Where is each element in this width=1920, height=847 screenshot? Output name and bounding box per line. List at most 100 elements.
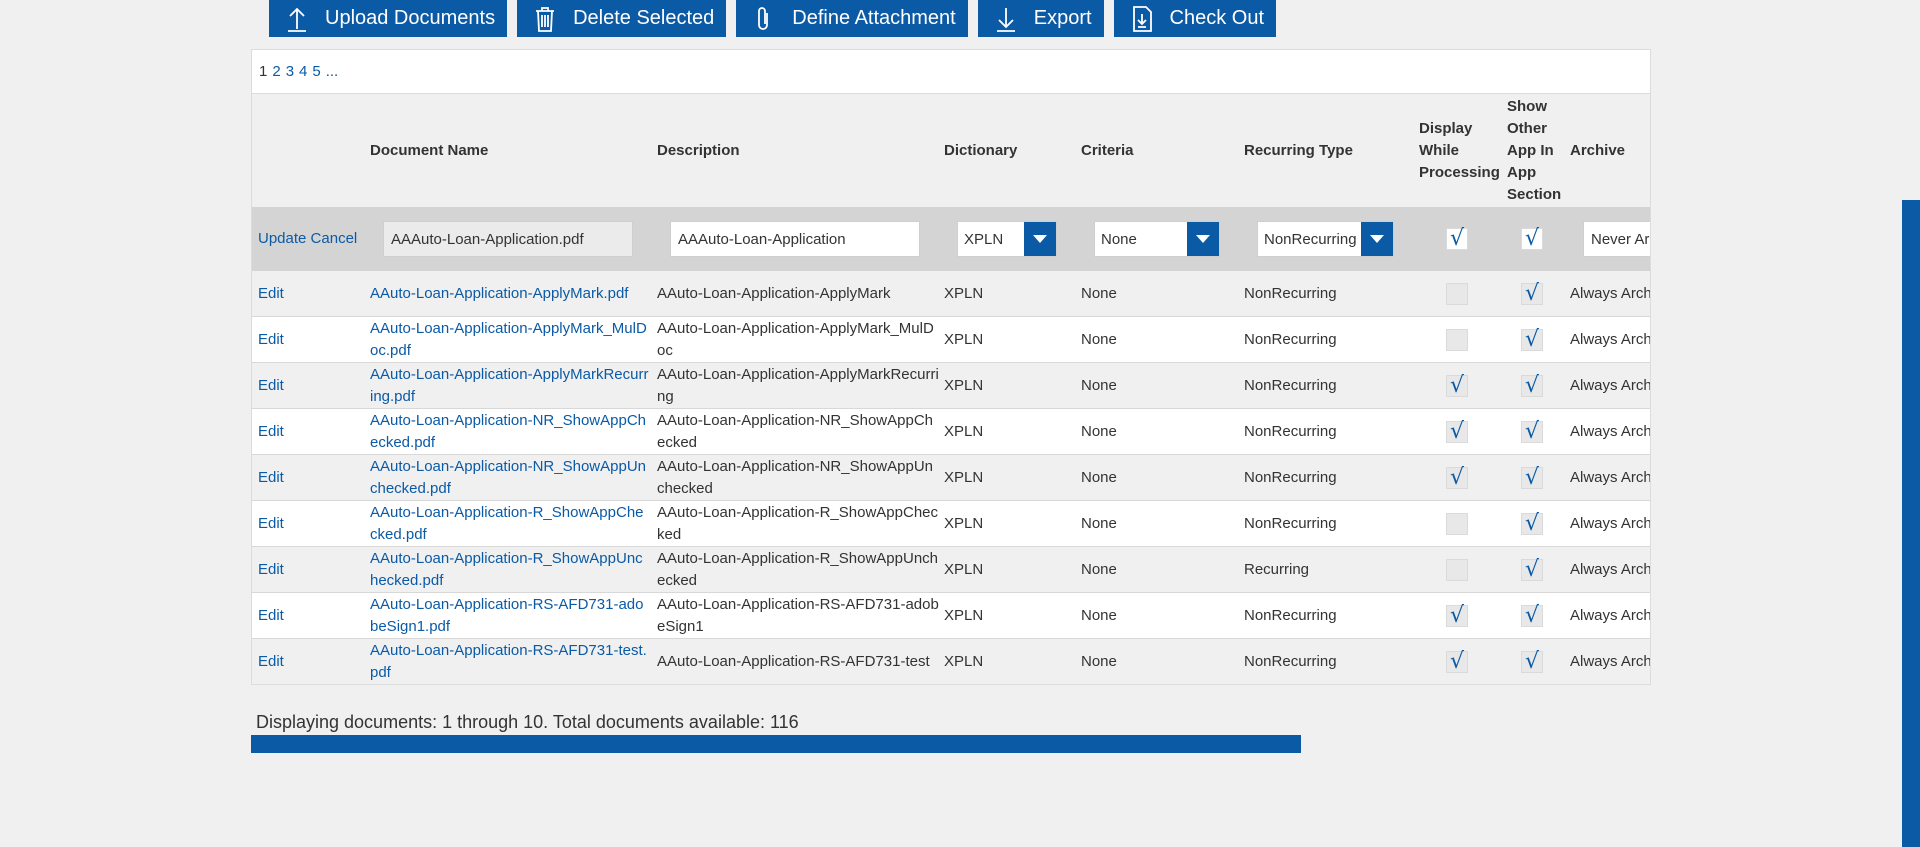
- edit-actions: Update Cancel: [258, 207, 357, 271]
- page-5-link[interactable]: 5: [312, 63, 321, 80]
- page-2-link[interactable]: 2: [272, 63, 281, 80]
- display-while-processing-checkbox[interactable]: [1446, 228, 1468, 250]
- archive-cell: Always Archive: [1570, 331, 1651, 348]
- header-dictionary[interactable]: Dictionary: [944, 141, 1018, 159]
- archive-cell: Always Archive: [1570, 607, 1651, 624]
- define-attachment-label: Define Attachment: [792, 7, 956, 29]
- criteria-select-value: None: [1101, 230, 1137, 248]
- upload-documents-label: Upload Documents: [325, 7, 496, 29]
- show-other-app-checkbox[interactable]: [1521, 228, 1543, 250]
- header-recurring-type[interactable]: Recurring Type: [1244, 141, 1353, 159]
- dictionary-select[interactable]: XPLN: [957, 221, 1057, 257]
- document-name-link[interactable]: AAuto-Loan-Application-R_ShowAppUnchecke…: [370, 550, 643, 589]
- horizontal-scrollbar[interactable]: [251, 735, 1301, 753]
- document-name-link[interactable]: AAuto-Loan-Application-ApplyMark_MulDoc.…: [370, 320, 647, 359]
- document-name-link[interactable]: AAuto-Loan-Application-ApplyMarkRecurrin…: [370, 366, 649, 405]
- page-1: 1: [259, 63, 268, 80]
- upload-documents-button[interactable]: Upload Documents: [269, 0, 508, 37]
- delete-selected-label: Delete Selected: [573, 7, 715, 29]
- document-name-link[interactable]: AAuto-Loan-Application-NR_ShowAppUncheck…: [370, 458, 646, 497]
- check-out-button[interactable]: Check Out: [1113, 0, 1277, 37]
- cancel-link[interactable]: Cancel: [310, 230, 358, 247]
- document-name-link[interactable]: AAuto-Loan-Application-RS-AFD731-adobeSi…: [370, 596, 644, 635]
- download-arrow-icon: [992, 5, 1020, 33]
- document-name-link[interactable]: AAuto-Loan-Application-R_ShowAppChecked.…: [370, 504, 644, 543]
- chevron-down-icon[interactable]: [1187, 222, 1219, 256]
- archive-cell: Always Archive: [1570, 377, 1651, 394]
- table-row: Edit AAuto-Loan-Application-ApplyMarkRecu…: [252, 363, 1650, 409]
- description-cell: AAuto-Loan-Application-R_ShowAppChecked: [657, 504, 939, 543]
- documents-grid: 1 2 3 4 5 ... Document Name Description …: [251, 49, 1651, 685]
- archive-cell: Always Archive: [1570, 285, 1651, 302]
- recurring-type-cell: NonRecurring: [1244, 607, 1337, 624]
- description-cell: AAuto-Loan-Application-ApplyMarkRecurrin…: [657, 366, 939, 405]
- description-input[interactable]: AAAuto-Loan-Application: [670, 221, 920, 257]
- edit-link[interactable]: Edit: [258, 377, 284, 394]
- vertical-scrollbar[interactable]: [1902, 200, 1920, 847]
- document-name-field[interactable]: AAAuto-Loan-Application.pdf: [383, 221, 633, 257]
- dictionary-cell: XPLN: [944, 469, 984, 486]
- page-4-link[interactable]: 4: [299, 63, 308, 80]
- archive-cell: Always Archive: [1570, 515, 1651, 532]
- dictionary-cell: XPLN: [944, 331, 984, 348]
- export-button[interactable]: Export: [977, 0, 1104, 37]
- archive-select[interactable]: Never Archive: [1583, 221, 1650, 257]
- table-row: Edit AAuto-Loan-Application-NR_ShowAppChe…: [252, 409, 1650, 455]
- dictionary-cell: XPLN: [944, 607, 984, 624]
- table-row: Edit AAuto-Loan-Application-RS-AFD731-ado…: [252, 593, 1650, 639]
- chevron-down-icon[interactable]: [1361, 222, 1393, 256]
- edit-link[interactable]: Edit: [258, 423, 284, 440]
- edit-link[interactable]: Edit: [258, 561, 284, 578]
- header-document-name[interactable]: Document Name: [370, 141, 489, 159]
- show-other-app-checkbox: [1521, 605, 1543, 627]
- update-link[interactable]: Update: [258, 230, 307, 247]
- header-criteria[interactable]: Criteria: [1081, 141, 1134, 159]
- define-attachment-button[interactable]: Define Attachment: [736, 0, 968, 37]
- table-row: Edit AAuto-Loan-Application-R_ShowAppUnch…: [252, 547, 1650, 593]
- show-other-app-checkbox: [1521, 467, 1543, 489]
- recurring-type-cell: NonRecurring: [1244, 377, 1337, 394]
- recurring-type-cell: Recurring: [1244, 561, 1310, 578]
- display-while-processing-checkbox: [1446, 651, 1468, 673]
- page-3-link[interactable]: 3: [285, 63, 295, 80]
- description-cell: AAuto-Loan-Application-ApplyMark_MulDoc: [657, 320, 934, 359]
- edit-link[interactable]: Edit: [258, 607, 284, 624]
- toolbar: Upload Documents Delete Selected Define …: [269, 0, 1277, 37]
- document-name-link[interactable]: AAuto-Loan-Application-ApplyMark.pdf: [370, 285, 629, 302]
- edit-link[interactable]: Edit: [258, 469, 284, 486]
- recurring-type-select[interactable]: NonRecurring: [1257, 221, 1394, 257]
- display-while-processing-checkbox: [1446, 329, 1468, 351]
- delete-selected-button[interactable]: Delete Selected: [517, 0, 727, 37]
- description-cell: AAuto-Loan-Application-RS-AFD731-adobeSi…: [657, 596, 939, 635]
- show-other-app-checkbox: [1521, 329, 1543, 351]
- header-show-other-app[interactable]: Show Other App In App Section: [1507, 97, 1562, 203]
- document-name-link[interactable]: AAuto-Loan-Application-RS-AFD731-test.pd…: [370, 642, 647, 681]
- more-pages-link[interactable]: ...: [325, 63, 339, 80]
- criteria-select[interactable]: None: [1094, 221, 1220, 257]
- table-row: Edit AAuto-Loan-Application-RS-AFD731-tes…: [252, 639, 1650, 684]
- display-while-processing-checkbox: [1446, 283, 1468, 305]
- display-while-processing-checkbox: [1446, 421, 1468, 443]
- header-display-while-processing[interactable]: Display While Processing: [1419, 119, 1500, 181]
- paperclip-icon: [750, 5, 778, 33]
- recurring-type-cell: NonRecurring: [1244, 285, 1337, 302]
- header-description[interactable]: Description: [657, 141, 740, 159]
- criteria-cell: None: [1081, 285, 1117, 302]
- display-while-processing-checkbox: [1446, 559, 1468, 581]
- edit-link[interactable]: Edit: [258, 515, 284, 532]
- chevron-down-icon[interactable]: [1024, 222, 1056, 256]
- recurring-type-cell: NonRecurring: [1244, 469, 1337, 486]
- header-archive[interactable]: Archive: [1570, 141, 1626, 159]
- edit-link[interactable]: Edit: [258, 331, 284, 348]
- check-out-label: Check Out: [1169, 7, 1265, 29]
- edit-link[interactable]: Edit: [258, 653, 284, 670]
- edit-link[interactable]: Edit: [258, 285, 284, 302]
- criteria-cell: None: [1081, 469, 1117, 486]
- table-row: Edit AAuto-Loan-Application-ApplyMark.pdf…: [252, 271, 1650, 317]
- criteria-cell: None: [1081, 331, 1117, 348]
- show-other-app-checkbox: [1521, 513, 1543, 535]
- document-name-link[interactable]: AAuto-Loan-Application-NR_ShowAppChecked…: [370, 412, 646, 451]
- criteria-cell: None: [1081, 377, 1117, 394]
- edit-row: Update Cancel AAAuto-Loan-Application.pd…: [252, 207, 1650, 271]
- archive-cell: Always Archive: [1570, 561, 1651, 578]
